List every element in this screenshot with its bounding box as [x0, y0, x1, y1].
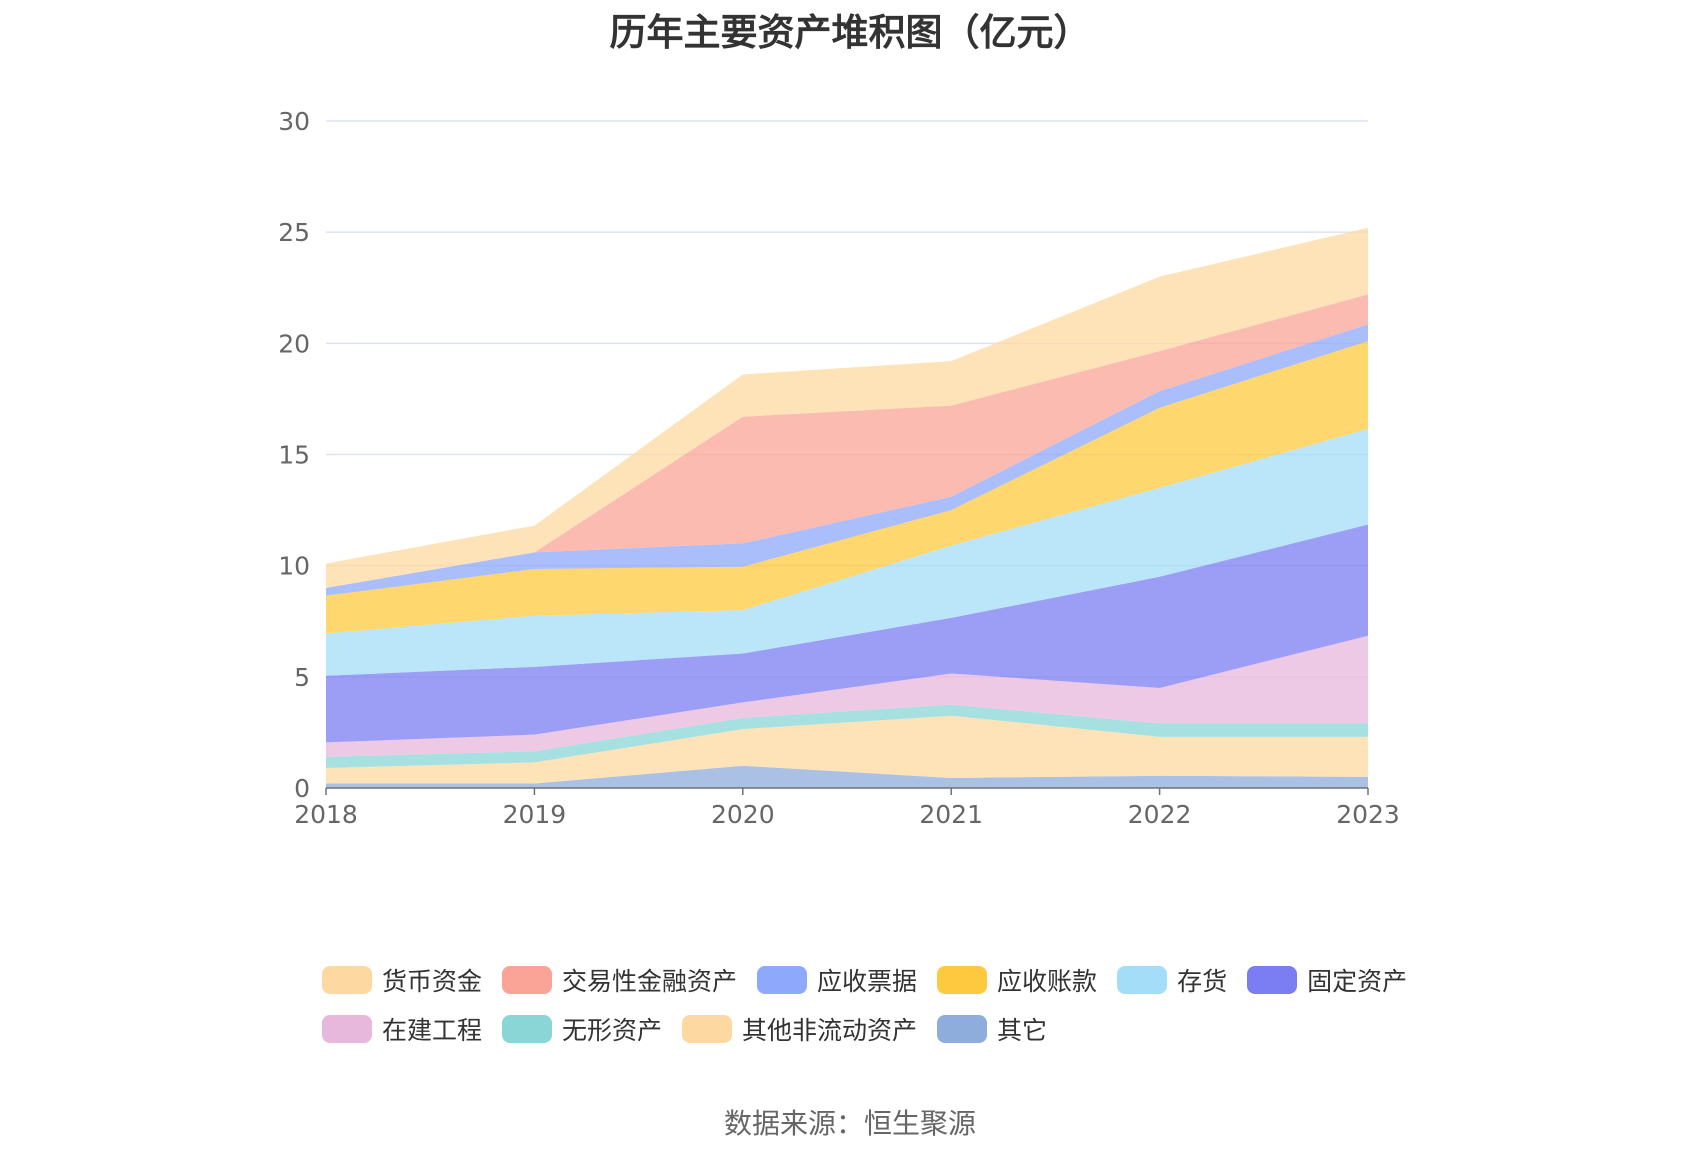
- legend-label: 其他非流动资产: [742, 1015, 918, 1045]
- area-series: [326, 428, 1368, 676]
- legend-swatch: [1117, 965, 1168, 994]
- legend-swatch: [322, 1014, 372, 1043]
- legend-label: 货币资金: [382, 966, 483, 996]
- legend-item[interactable]: 在建工程: [322, 1011, 482, 1047]
- legend-label: 在建工程: [382, 1015, 483, 1045]
- legend-item[interactable]: 货币资金: [322, 962, 482, 998]
- x-tick-label: 2022: [1128, 800, 1192, 829]
- legend-item[interactable]: 应收票据: [757, 962, 917, 998]
- area-series: [326, 524, 1368, 743]
- legend-swatch: [502, 1014, 553, 1043]
- legend-label: 交易性金融资产: [562, 966, 738, 996]
- legend-label: 其它: [997, 1015, 1048, 1045]
- legend-swatch: [937, 965, 988, 994]
- area-series: [326, 765, 1368, 788]
- legend-label: 无形资产: [562, 1015, 663, 1045]
- y-tick-label: 30: [278, 107, 310, 136]
- legend-swatch: [322, 965, 372, 994]
- y-tick-label: 20: [278, 329, 310, 358]
- legend-row: 在建工程 无形资产 其他非流动资产 其它: [322, 1004, 1422, 1053]
- legend-label: 存货: [1177, 966, 1228, 996]
- x-tick-label: 2021: [919, 800, 983, 829]
- legend-swatch: [757, 965, 808, 994]
- legend-label: 应收票据: [817, 966, 918, 996]
- chart-legend: 货币资金 交易性金融资产 应收票据 应收账款 存货 固定资产在建工程 无形资产 其他非流动资产…: [322, 955, 1422, 1053]
- x-tick-label: 2020: [711, 800, 775, 829]
- data-source: 数据来源：恒生聚源: [723, 1107, 976, 1140]
- y-tick-label: 15: [278, 441, 310, 470]
- area-series: [326, 227, 1368, 588]
- y-tick-label: 25: [278, 218, 310, 247]
- x-tick-label: 2019: [503, 800, 567, 829]
- legend-label: 固定资产: [1307, 966, 1408, 996]
- legend-item[interactable]: 存货: [1117, 962, 1227, 998]
- chart-title: 历年主要资产堆积图（亿元）: [609, 11, 1091, 54]
- legend-item[interactable]: 其他非流动资产: [682, 1011, 917, 1047]
- legend-item[interactable]: 交易性金融资产: [502, 962, 737, 998]
- legend-label: 应收账款: [997, 966, 1098, 996]
- legend-item[interactable]: 应收账款: [937, 962, 1097, 998]
- area-series: [326, 704, 1368, 768]
- y-tick-label: 5: [294, 663, 310, 692]
- y-tick-label: 10: [278, 552, 310, 581]
- legend-swatch: [682, 1014, 733, 1043]
- legend-item[interactable]: 其它: [937, 1011, 1047, 1047]
- legend-row: 货币资金 交易性金融资产 应收票据 应收账款 存货 固定资产: [322, 955, 1422, 1004]
- legend-swatch: [502, 965, 553, 994]
- area-series: [326, 635, 1368, 757]
- area-series: [326, 341, 1368, 634]
- legend-item[interactable]: 固定资产: [1247, 962, 1407, 998]
- y-tick-label: 0: [294, 774, 310, 803]
- legend-swatch: [937, 1014, 988, 1043]
- legend-item[interactable]: 无形资产: [502, 1011, 662, 1047]
- area-series: [326, 715, 1368, 784]
- x-tick-label: 2018: [294, 800, 358, 829]
- x-tick-label: 2023: [1336, 800, 1400, 829]
- stacked-area-chart: 0 5 10 15 20 25 30 2018 2019 2020 2021 2022 2023: [278, 107, 1400, 829]
- area-series: [326, 294, 1368, 588]
- legend-swatch: [1247, 965, 1298, 994]
